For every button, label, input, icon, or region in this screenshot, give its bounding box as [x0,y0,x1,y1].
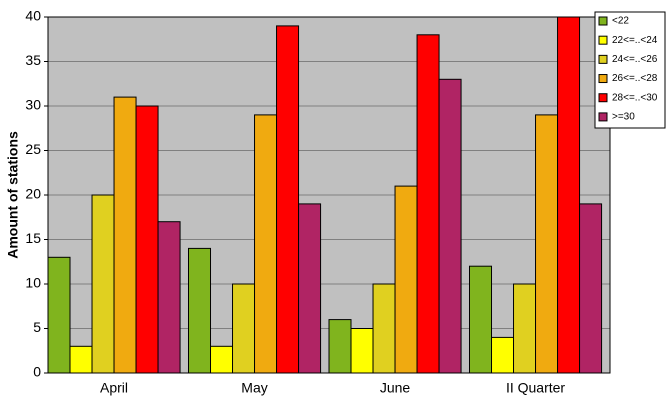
bar [535,114,559,374]
legend-label: 24<=..<26 [612,54,658,65]
bar [210,345,234,374]
x-tick-label: May [241,380,267,396]
legend-swatch [598,16,608,26]
bar [232,283,256,374]
bar [135,105,159,374]
bar [157,221,181,374]
y-tick-label: 20 [25,186,41,202]
bar [438,78,462,374]
bar [69,345,93,374]
legend-swatch [598,112,608,122]
legend-label: 28<=..<30 [612,92,658,103]
bar [47,256,71,374]
legend-label: 26<=..<28 [612,73,658,84]
bar [276,25,300,374]
y-axis-label: Amount of stations [5,131,21,259]
y-tick-label: 30 [25,97,41,113]
bar [328,319,352,374]
legend: <22 22<=..<24 24<=..<26 26<=..<28 28<=..<30 >… [594,11,666,129]
y-tick-label: 10 [25,275,41,291]
y-tick-label: 40 [25,8,41,24]
x-tick-label: II Quarter [506,380,565,396]
bar [469,265,493,374]
bar [188,247,212,374]
legend-label: >=30 [612,112,635,123]
y-tick-label: 0 [33,364,41,380]
x-tick-label: June [380,380,411,396]
bar [254,114,278,374]
bar [394,185,418,374]
y-tick-label: 5 [33,319,41,335]
bar [113,96,137,374]
y-tick-label: 25 [25,141,41,157]
legend-box [594,11,666,129]
legend-swatch [598,54,608,64]
bar [513,283,537,374]
plot-frame [47,16,611,374]
bar [298,203,322,374]
legend-swatch [598,93,608,103]
bar [91,194,115,374]
bar [372,283,396,374]
bar [416,34,440,374]
bar [350,328,374,374]
x-tick-label: April [100,380,128,396]
bar [491,336,515,374]
y-tick-label: 15 [25,230,41,246]
y-tick-label: 35 [25,52,41,68]
legend-label: 22<=..<24 [612,35,658,46]
legend-swatch [598,35,608,45]
legend-label: <22 [612,16,629,27]
bar [579,203,603,374]
bar [557,16,581,374]
legend-swatch [598,74,608,84]
